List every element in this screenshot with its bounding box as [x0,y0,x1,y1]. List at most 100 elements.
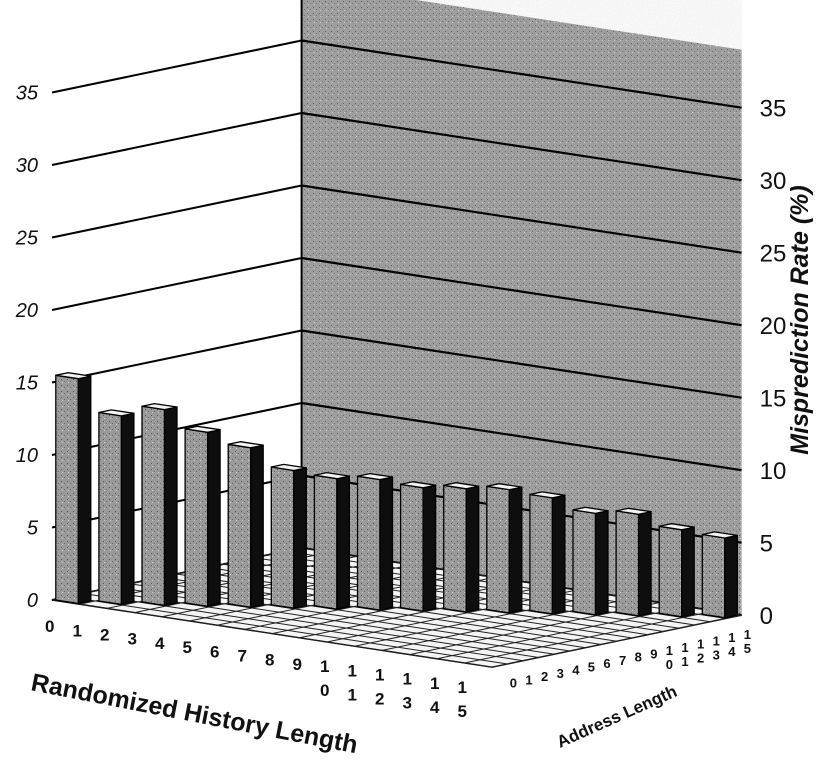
bar [443,482,480,613]
back-gridline [301,39,742,109]
left-gridline [51,39,302,94]
y-tick: 4 [728,644,736,659]
bar-side-face [336,475,351,610]
bar-top-face [702,531,738,539]
floor-line [67,596,508,665]
z-tick-left: 0 [27,590,38,612]
x-tick: 4 [430,698,440,717]
bar-top-face [659,523,695,531]
y-tick: 1 [681,654,688,669]
z-tick-right: 15 [760,386,787,413]
x-tick: 1 [458,678,467,697]
bar [141,402,178,607]
bar-top-face [98,409,135,417]
bar-top-face [443,482,479,490]
bar [486,483,523,614]
bar [227,441,264,609]
z-tick-left: 35 [16,83,39,105]
bar-side-face [206,428,221,608]
bar-front-face [55,374,79,605]
bar [270,463,307,609]
bar-side-face [120,412,135,606]
x-tick: 1 [320,657,329,676]
bar-front-face [141,405,166,607]
x-tick: 1 [403,670,412,689]
y-tick: 6 [603,656,610,671]
z-tick-right: 25 [760,241,787,268]
bar-top-face [357,472,393,481]
y-tick: 9 [650,646,657,661]
bar-front-face [443,484,467,613]
x-tick: 0 [320,681,329,700]
bar-side-face [465,485,480,613]
bar [356,472,394,611]
z-tick-right: 10 [760,458,787,485]
bar-side-face [724,534,738,619]
bar-front-face [529,493,554,615]
x-tick: 1 [73,621,82,640]
y-tick: 1 [666,643,673,658]
bar-front-face [356,475,381,611]
bar-front-face [658,525,683,618]
left-gridline [51,329,302,384]
z-axis-title: Misprediction Rate (%) [786,185,814,454]
y-tick: 1 [681,640,688,655]
x-tick: 6 [210,642,219,661]
y-tick: 0 [510,676,517,691]
bar [701,531,738,619]
floor-line [51,599,493,668]
left-gridline [51,112,302,166]
y-tick: 1 [744,627,751,642]
bar [658,523,695,618]
z-tick-right: 20 [760,313,787,340]
back-gridline [301,111,742,182]
bar-side-face [551,494,566,615]
back-gridline [301,256,742,327]
x-tick: 5 [183,638,192,657]
bar-side-face [77,375,92,605]
bar-top-face [314,471,350,480]
bar-side-face [681,526,695,618]
y-tick: 1 [697,637,704,652]
bar-top-face [529,491,566,499]
x-tick: 5 [458,702,467,721]
bars-group [55,372,738,619]
x-tick: 1 [348,661,357,680]
left-gridline [51,257,302,311]
y-tick: 7 [619,653,626,668]
y-tick: 8 [635,650,642,665]
y-tick: 2 [541,669,548,684]
bar-top-face [486,483,522,491]
back-gridline [301,329,742,399]
y-tick: 1 [525,672,532,687]
x-axis-title: Randomized History Length [29,668,360,759]
back-wall [301,0,742,617]
bar [313,471,351,610]
x-tick: 2 [375,690,384,709]
y-tick: 0 [666,657,673,672]
left-gridline [51,184,302,239]
bar-front-face [313,474,338,610]
bar-top-face [228,441,264,449]
bar-side-face [379,476,394,611]
bar [572,506,609,616]
bar-top-face [400,481,436,489]
bar [615,507,652,617]
bar-top-face [184,425,221,433]
x-tick: 9 [293,655,302,674]
z-tick-right: 0 [760,603,773,630]
y-tick: 2 [697,651,704,666]
y-tick: 5 [588,659,595,674]
bar-side-face [594,510,609,616]
bar-front-face [399,483,424,612]
bar-front-face [572,509,597,616]
bar [55,372,92,605]
bar-top-face [141,402,178,411]
back-gridline [301,184,742,254]
bar-side-face [422,484,437,612]
bar-front-face [270,466,295,609]
x-tick: 3 [128,630,137,649]
bar-side-face [250,444,264,609]
bar [399,481,437,612]
